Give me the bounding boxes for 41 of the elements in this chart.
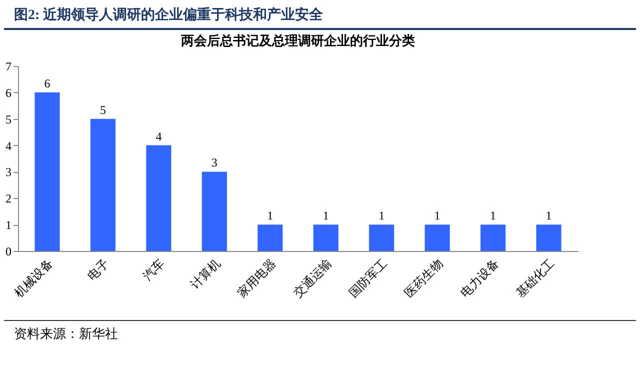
bar <box>34 92 60 251</box>
y-tick-label: 6 <box>6 86 12 100</box>
caption: 图2: 近期领导人调研的企业偏重于科技和产业安全 <box>4 0 636 30</box>
bar <box>424 224 450 251</box>
data-label: 1 <box>434 208 440 223</box>
bar <box>313 224 338 251</box>
x-tick-label: 医药生物 <box>402 256 446 300</box>
x-tick-label: 交通运输 <box>290 256 334 300</box>
data-label: 5 <box>100 102 106 117</box>
x-tick-label: 计算机 <box>188 256 223 292</box>
x-tick-label: 电力设备 <box>458 256 502 300</box>
x-tick-label: 汽车 <box>140 256 168 283</box>
bar <box>480 224 506 251</box>
y-tick-label: 2 <box>6 192 12 206</box>
data-label: 6 <box>44 76 50 90</box>
y-tick-label: 5 <box>6 112 12 126</box>
bar <box>536 224 562 251</box>
x-tick-label: 国防军工 <box>346 256 390 300</box>
bar <box>202 172 227 251</box>
y-tick-label: 3 <box>6 165 12 180</box>
bar <box>258 224 283 251</box>
x-tick-label: 基础化工 <box>513 256 558 300</box>
x-tick-label: 电子 <box>84 256 112 283</box>
bar <box>369 224 394 251</box>
x-tick-label: 家用电器 <box>234 256 279 300</box>
data-label: 4 <box>156 129 162 144</box>
data-label: 1 <box>322 208 329 223</box>
text: 资料来源：新华社 <box>4 320 636 347</box>
chart-title: 两会后总书记及总理调研企业的行业分类 <box>180 33 415 48</box>
bar <box>146 145 172 251</box>
data-label: 1 <box>490 208 496 223</box>
y-tick-label: 1 <box>6 218 12 232</box>
data-label: 1 <box>378 208 385 223</box>
y-tick-label: 4 <box>6 138 12 153</box>
data-label: 1 <box>267 208 274 223</box>
data-label: 1 <box>546 208 552 223</box>
y-tick-label: 0 <box>6 244 12 258</box>
x-tick-label: 机械设备 <box>12 256 56 300</box>
data-label: 3 <box>211 156 218 170</box>
bar <box>90 118 116 251</box>
y-tick-label: 7 <box>6 60 12 74</box>
